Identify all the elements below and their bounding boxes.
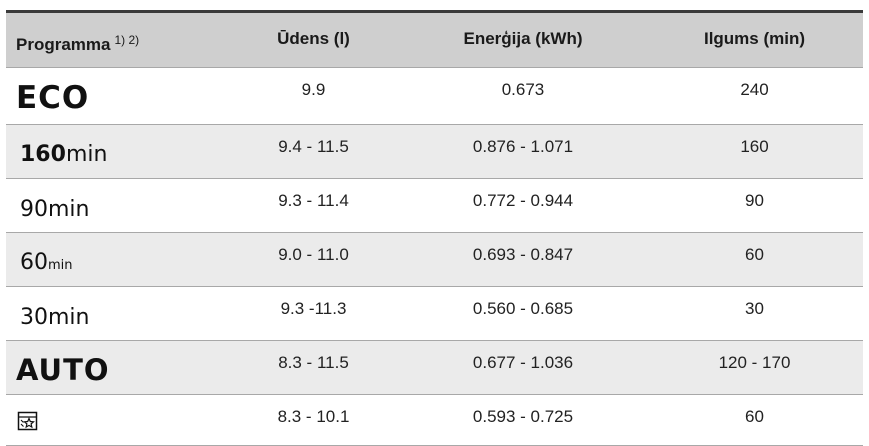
- duration-value: 120 - 170: [718, 353, 791, 372]
- duration-value: 60: [745, 407, 764, 426]
- water-value: 9.3 -11.3: [280, 299, 347, 318]
- table-row: 60min 9.0 - 11.0 0.693 - 0.847 60: [6, 233, 863, 287]
- table-row: 30min 9.3 -11.3 0.560 - 0.685 30: [6, 287, 863, 341]
- header-energy: Enerģija (kWh): [463, 29, 583, 48]
- program-auto-label: AUTO: [16, 352, 110, 387]
- header-water: Ūdens (l): [277, 29, 350, 48]
- energy-value: 0.673: [501, 80, 545, 99]
- header-program-label: Programma: [16, 35, 111, 54]
- machine-care-icon: [17, 411, 38, 431]
- program-90min: 90min: [6, 189, 227, 222]
- water-value: 9.0 - 11.0: [278, 245, 349, 264]
- water-value: 8.3 - 10.1: [277, 407, 350, 426]
- energy-value: 0.593 - 0.725: [472, 407, 574, 426]
- program-60-number: 60: [20, 250, 48, 275]
- water-value: 8.3 - 11.5: [278, 353, 349, 372]
- table-row: 8.3 - 10.1 0.593 - 0.725 60: [6, 395, 863, 446]
- program-60min: 60min: [6, 244, 227, 275]
- energy-value: 0.693 - 0.847: [472, 245, 574, 264]
- program-160-number: 160: [20, 142, 66, 167]
- water-value: 9.3 - 11.4: [278, 191, 349, 210]
- table-header-row: Programma 1) 2) Ūdens (l) Enerģija (kWh) …: [6, 13, 863, 68]
- duration-value: 30: [745, 299, 764, 318]
- water-value: 9.4 - 11.5: [278, 137, 349, 156]
- energy-value: 0.677 - 1.036: [472, 353, 574, 372]
- table-row: 90min 9.3 - 11.4 0.772 - 0.944 90: [6, 179, 863, 233]
- energy-value: 0.876 - 1.071: [472, 137, 574, 156]
- header-program-footnotes: 1) 2): [114, 33, 140, 47]
- program-30min: 30min: [6, 297, 227, 330]
- duration-value: 240: [740, 80, 769, 99]
- energy-value: 0.560 - 0.685: [472, 299, 574, 318]
- duration-value: 60: [745, 245, 764, 264]
- program-30min-label: 30min: [20, 305, 90, 330]
- duration-value: 90: [745, 191, 764, 210]
- program-machine-care: [6, 407, 227, 433]
- table-top-rule: [6, 10, 863, 13]
- program-60-unit: min: [48, 258, 73, 273]
- header-program: Programma 1) 2): [6, 25, 227, 55]
- program-auto: AUTO: [6, 349, 227, 387]
- program-160-unit: min: [65, 142, 108, 167]
- energy-value: 0.772 - 0.944: [472, 191, 574, 210]
- header-duration: Ilgums (min): [703, 29, 806, 48]
- program-eco: ECO: [6, 76, 227, 116]
- table-row: ECO 9.9 0.673 240: [6, 68, 863, 125]
- duration-value: 160: [740, 137, 769, 156]
- table-row: AUTO 8.3 - 11.5 0.677 - 1.036 120 - 170: [6, 341, 863, 395]
- program-data-table: Programma 1) 2) Ūdens (l) Enerģija (kWh) …: [6, 10, 863, 446]
- program-eco-label: ECO: [16, 80, 90, 116]
- table-row: 160min 9.4 - 11.5 0.876 - 1.071 160: [6, 125, 863, 179]
- program-160min: 160min: [6, 136, 227, 167]
- water-value: 9.9: [301, 80, 326, 99]
- program-90min-label: 90min: [20, 197, 90, 222]
